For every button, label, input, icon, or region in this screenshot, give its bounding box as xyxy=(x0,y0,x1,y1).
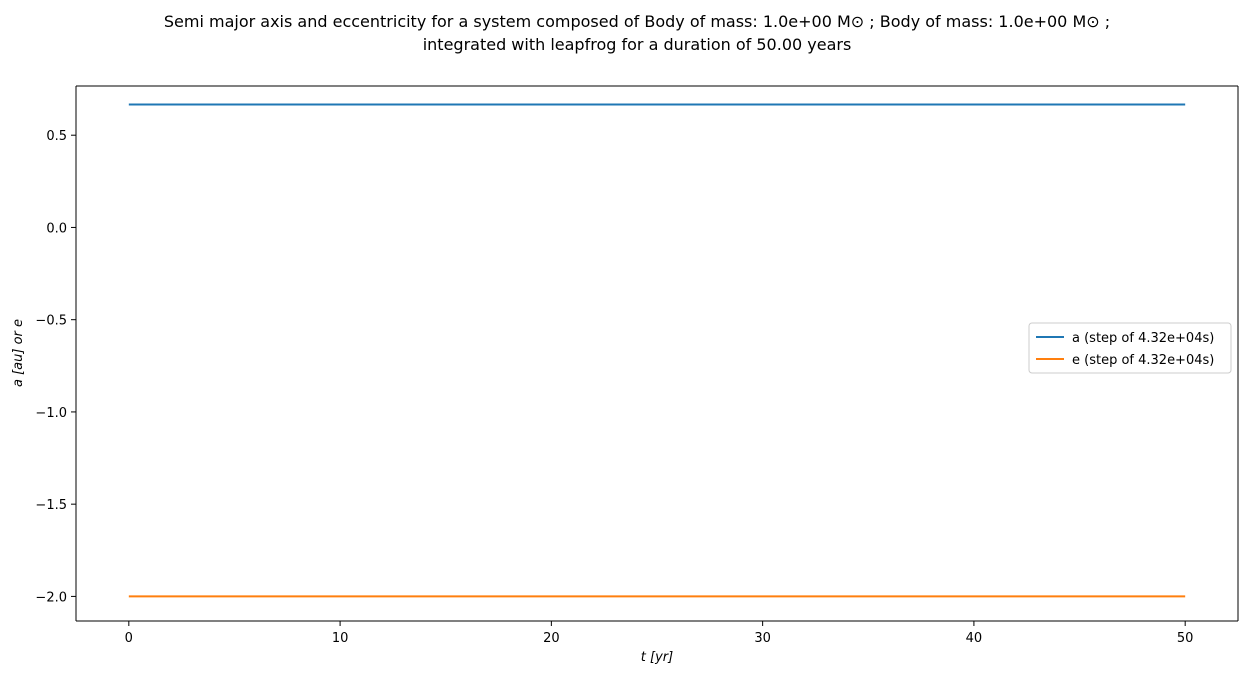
x-tick-label: 10 xyxy=(332,631,349,646)
legend: a (step of 4.32e+04s) e (step of 4.32e+0… xyxy=(1028,322,1232,374)
y-tick-label: 0.5 xyxy=(46,129,67,144)
x-tick-label: 0 xyxy=(125,631,133,646)
y-tick-label: 0.0 xyxy=(46,221,67,236)
x-tick-label: 50 xyxy=(1177,631,1194,646)
chart-title-line-1: Semi major axis and eccentricity for a s… xyxy=(164,12,1110,31)
chart-title-line-2: integrated with leapfrog for a duration … xyxy=(423,35,852,54)
legend-box xyxy=(1028,322,1232,374)
x-axis-label: t [yr] xyxy=(641,650,673,665)
legend-label-e: e (step of 4.32e+04s) xyxy=(1072,353,1214,368)
y-tick-label: −1.0 xyxy=(35,406,67,421)
y-tick-label: −1.5 xyxy=(35,498,67,513)
x-tick-label: 40 xyxy=(966,631,983,646)
y-axis-ticks: 0.5 0.0 −0.5 −1.0 −1.5 −2.0 xyxy=(35,129,76,605)
x-axis-ticks: 0 10 20 30 40 50 xyxy=(125,621,1194,646)
x-tick-label: 20 xyxy=(543,631,560,646)
y-axis-label: a [au] or e xyxy=(11,319,26,387)
legend-label-a: a (step of 4.32e+04s) xyxy=(1072,331,1214,346)
x-tick-label: 30 xyxy=(754,631,771,646)
y-tick-label: −0.5 xyxy=(35,314,67,329)
y-tick-label: −2.0 xyxy=(35,590,67,605)
series-layer xyxy=(128,103,1186,598)
